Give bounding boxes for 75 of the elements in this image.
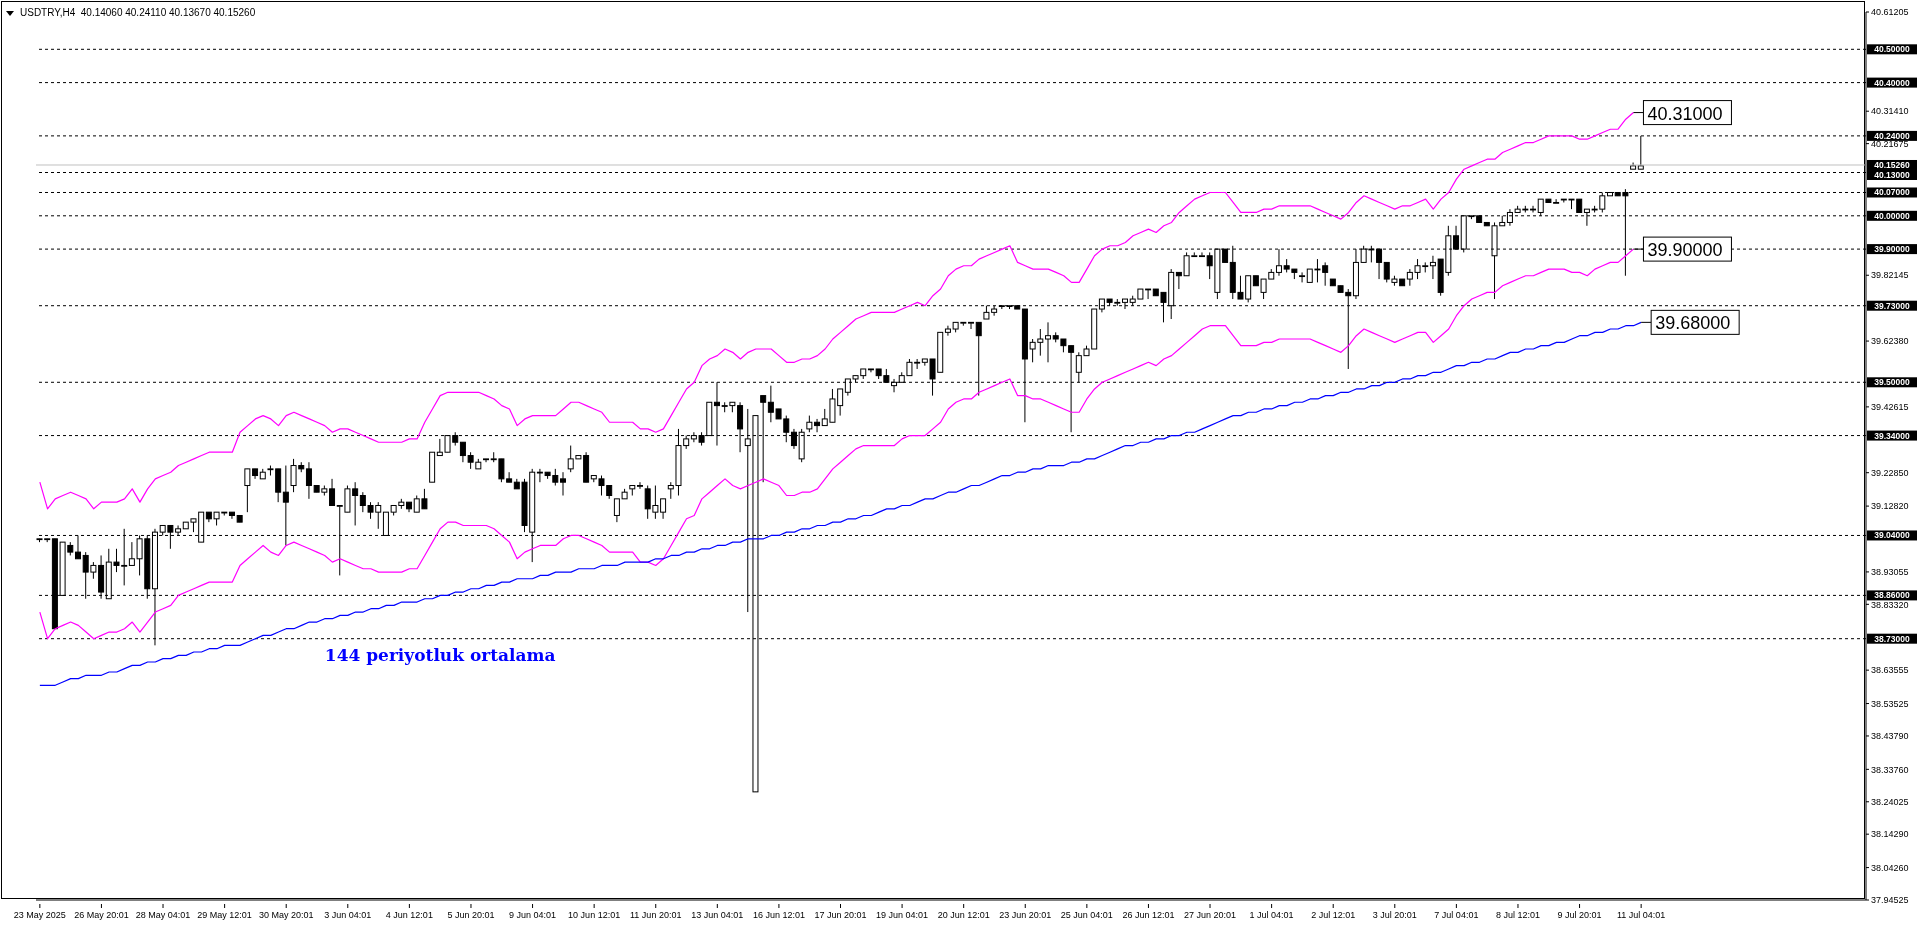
y-tick-label: 38.24025 [1871, 796, 1909, 807]
ref-line-label: 40.07000 [1874, 187, 1910, 198]
ref-line-label: 38.86000 [1874, 590, 1910, 601]
x-tick-label: 1 Jul 04:01 [1249, 910, 1294, 920]
ref-line-label: 39.73000 [1874, 300, 1910, 311]
y-tick-label: 38.04260 [1871, 862, 1909, 873]
candlestick [636, 481, 643, 490]
ref-line-label: 40.24000 [1874, 130, 1910, 141]
x-tick-label: 13 Jun 04:01 [691, 910, 744, 920]
ref-line-label: 40.15260 [1874, 159, 1910, 170]
x-tick-label: 11 Jun 20:01 [630, 910, 682, 920]
ref-line-label: 39.34000 [1874, 430, 1910, 441]
candlestick [329, 478, 336, 506]
line-series [39, 111, 1635, 510]
ref-line-label: 38.73000 [1874, 633, 1910, 644]
y-tick-label: 38.14290 [1871, 829, 1909, 840]
y-tick-label: 38.63555 [1871, 665, 1909, 676]
ref-line-label: 40.13000 [1874, 169, 1910, 180]
data-label: 39.90000 [1647, 240, 1723, 261]
ref-line-label: 40.50000 [1874, 44, 1910, 55]
y-tick-label: 39.42615 [1871, 402, 1909, 413]
ref-line-label: 39.50000 [1874, 377, 1910, 388]
series-label: 144 periyotluk ortalama [324, 645, 556, 666]
candlestick [560, 471, 566, 497]
x-tick-label: 4 Jun 12:01 [385, 910, 433, 920]
y-tick-label: 38.33760 [1871, 764, 1909, 775]
x-tick-label: 26 May 20:01 [74, 910, 129, 920]
x-tick-label: 8 Jul 12:01 [1495, 910, 1540, 920]
line-series [39, 321, 1642, 686]
y-tick-label: 39.12820 [1871, 501, 1909, 512]
x-tick-label: 17 Jun 20:01 [814, 910, 867, 920]
y-tick-label: 38.93055 [1871, 567, 1909, 578]
line-series [39, 248, 1635, 640]
x-tick-label: 28 May 04:01 [135, 910, 191, 920]
x-tick-label: 16 Jun 12:01 [752, 910, 805, 920]
candlestick [1198, 251, 1205, 258]
x-tick-label: 30 May 20:01 [258, 910, 314, 920]
x-tick-label: 9 Jun 04:01 [509, 910, 557, 920]
x-tick-label: 23 May 2025 [13, 910, 66, 920]
ref-line-label: 40.00000 [1874, 210, 1910, 221]
y-tick-label: 40.31410 [1871, 106, 1909, 117]
x-tick-label: 3 Jun 04:01 [324, 910, 372, 920]
x-tick-label: 20 Jun 12:01 [937, 910, 990, 920]
x-tick-label: 9 Jul 20:01 [1557, 910, 1602, 920]
x-tick-label: 7 Jul 04:01 [1434, 910, 1479, 920]
candlestick [483, 458, 490, 463]
y-tick-label: 38.53525 [1871, 698, 1909, 709]
x-tick-label: 26 Jun 12:01 [1122, 910, 1175, 920]
y-tick-label: 40.21675 [1871, 138, 1909, 149]
y-tick-label: 39.22850 [1871, 467, 1909, 478]
x-tick-label: 11 Jul 04:01 [1616, 910, 1666, 920]
x-tick-label: 5 Jun 20:01 [447, 910, 495, 920]
x-tick-label: 27 Jun 20:01 [1184, 910, 1237, 920]
candlestick [1299, 271, 1306, 283]
x-tick-label: 3 Jul 20:01 [1372, 910, 1417, 920]
y-tick-label: 37.94525 [1871, 895, 1909, 906]
y-tick-label: 38.43790 [1871, 731, 1909, 742]
y-tick-label: 38.83320 [1871, 599, 1909, 610]
chart-title: USDTRY,H4 40.14060 40.24110 40.13670 40.15260 [20, 7, 256, 18]
candlestick [968, 321, 975, 330]
y-tick-label: 40.61205 [1871, 7, 1909, 18]
ref-line-label: 40.40000 [1874, 77, 1910, 88]
x-tick-label: 23 Jun 20:01 [999, 910, 1052, 920]
x-tick-label: 25 Jun 04:01 [1060, 910, 1113, 920]
y-tick-label: 39.82145 [1871, 270, 1909, 281]
data-label: 39.68000 [1655, 313, 1731, 334]
data-label: 40.31000 [1647, 103, 1723, 124]
x-tick-label: 2 Jul 12:01 [1311, 910, 1356, 920]
y-tick-label: 39.62380 [1871, 336, 1909, 347]
ref-line-label: 39.90000 [1874, 244, 1910, 255]
candlestick [1045, 321, 1052, 363]
x-tick-label: 19 Jun 04:01 [876, 910, 929, 920]
x-tick-label: 29 May 12:01 [197, 910, 252, 920]
x-tick-label: 10 Jun 12:01 [568, 910, 621, 920]
ref-line-label: 39.04000 [1874, 530, 1910, 541]
